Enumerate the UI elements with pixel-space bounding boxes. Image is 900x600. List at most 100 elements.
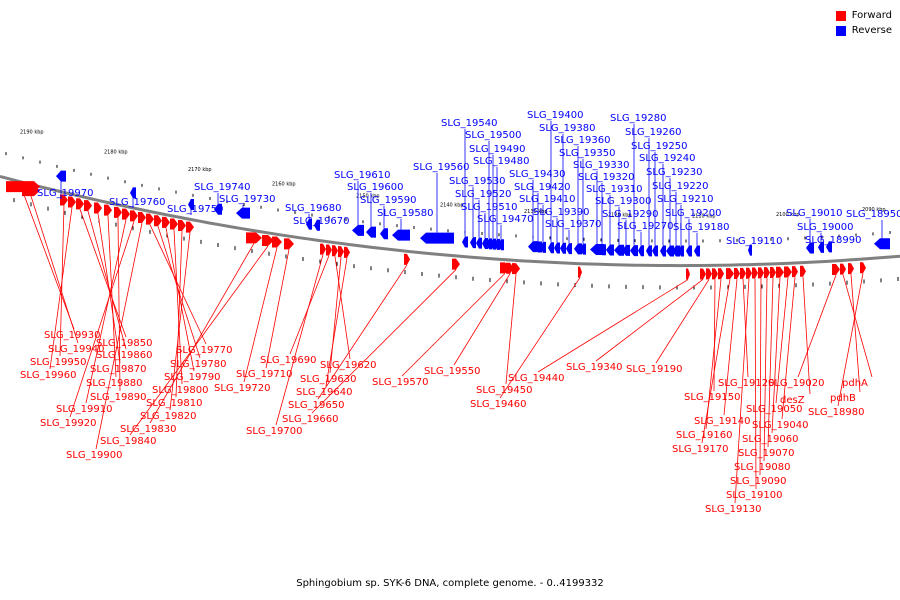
forward-gene-label[interactable]: SLG_19820: [140, 411, 196, 422]
forward-gene-label[interactable]: SLG_19140: [694, 416, 750, 427]
reverse-gene-label[interactable]: SLG_19370: [545, 219, 601, 230]
forward-gene-label[interactable]: SLG_18980: [808, 407, 864, 418]
reverse-gene-label[interactable]: SLG_19200: [665, 208, 721, 219]
reverse-gene-arrow[interactable]: [566, 243, 572, 255]
reverse-gene-label[interactable]: SLG_19490: [469, 144, 525, 155]
forward-gene-arrow[interactable]: [740, 267, 746, 279]
reverse-gene-arrow[interactable]: [686, 245, 692, 257]
forward-gene-label[interactable]: SLG_19940: [48, 344, 104, 355]
forward-gene-label[interactable]: SLG_19920: [40, 418, 96, 429]
forward-gene-label[interactable]: SLG_19340: [566, 362, 622, 373]
forward-gene-arrow[interactable]: [832, 264, 840, 276]
reverse-gene-label[interactable]: SLG_19760: [109, 197, 165, 208]
reverse-gene-label[interactable]: SLG_19520: [455, 189, 511, 200]
reverse-gene-label[interactable]: SLG_19260: [625, 127, 681, 138]
reverse-gene-arrow[interactable]: [630, 245, 638, 257]
forward-gene-label[interactable]: SLG_19170: [672, 444, 728, 455]
gene-arrows[interactable]: [6, 170, 890, 280]
forward-gene-arrow[interactable]: [452, 258, 460, 270]
forward-gene-arrow[interactable]: [746, 267, 752, 279]
reverse-gene-arrow[interactable]: [420, 232, 454, 244]
forward-gene-label[interactable]: pdhA: [842, 378, 868, 389]
reverse-gene-arrow[interactable]: [214, 203, 222, 215]
forward-gene-label[interactable]: SLG_19190: [626, 364, 682, 375]
forward-gene-label[interactable]: SLG_19950: [30, 357, 86, 368]
forward-gene-arrow[interactable]: [332, 245, 338, 257]
forward-gene-arrow[interactable]: [344, 246, 350, 258]
reverse-gene-label[interactable]: SLG_19590: [360, 195, 416, 206]
forward-gene-arrow[interactable]: [22, 185, 40, 197]
forward-gene-arrow[interactable]: [712, 268, 718, 280]
reverse-gene-label[interactable]: SLG_19740: [194, 182, 250, 193]
forward-gene-label[interactable]: SLG_19770: [176, 345, 232, 356]
forward-gene-label[interactable]: SLG_19840: [100, 436, 156, 447]
reverse-gene-arrow[interactable]: [646, 245, 652, 257]
reverse-gene-arrow[interactable]: [694, 245, 700, 257]
reverse-gene-label[interactable]: SLG_19390: [533, 207, 589, 218]
reverse-gene-arrow[interactable]: [660, 245, 666, 257]
forward-gene-label[interactable]: SLG_19810: [146, 398, 202, 409]
forward-gene-label[interactable]: SLG_19160: [676, 430, 732, 441]
forward-gene-label[interactable]: SLG_19960: [20, 370, 76, 381]
forward-gene-label[interactable]: SLG_19880: [86, 378, 142, 389]
reverse-gene-arrow[interactable]: [470, 237, 476, 249]
reverse-gene-label[interactable]: SLG_19320: [578, 172, 634, 183]
forward-gene-arrow[interactable]: [338, 246, 344, 258]
reverse-gene-arrow[interactable]: [638, 245, 644, 257]
forward-gene-arrow[interactable]: [860, 262, 866, 274]
reverse-gene-label[interactable]: SLG_19270: [617, 221, 673, 232]
reverse-gene-arrow[interactable]: [574, 243, 582, 255]
forward-gene-label[interactable]: SLG_19870: [90, 364, 146, 375]
reverse-gene-label[interactable]: SLG_19530: [449, 176, 505, 187]
reverse-gene-arrow[interactable]: [666, 245, 674, 257]
reverse-gene-label[interactable]: SLG_18950: [846, 209, 900, 220]
reverse-gene-label[interactable]: SLG_19280: [610, 113, 666, 124]
forward-gene-label[interactable]: SLG_19070: [738, 448, 794, 459]
reverse-gene-label[interactable]: SLG_19560: [413, 162, 469, 173]
reverse-gene-arrow[interactable]: [486, 238, 492, 250]
forward-gene-label[interactable]: SLG_19700: [246, 426, 302, 437]
reverse-gene-label[interactable]: SLG_19360: [554, 135, 610, 146]
forward-gene-arrow[interactable]: [848, 263, 854, 275]
reverse-gene-arrow[interactable]: [494, 238, 500, 250]
forward-gene-arrow[interactable]: [154, 215, 162, 227]
reverse-gene-arrow[interactable]: [306, 218, 312, 230]
reverse-gene-label[interactable]: SLG_19310: [586, 184, 642, 195]
forward-gene-label[interactable]: SLG_19690: [260, 355, 316, 366]
forward-gene-arrow[interactable]: [186, 221, 194, 233]
forward-gene-arrow[interactable]: [770, 266, 776, 278]
forward-gene-arrow[interactable]: [162, 216, 170, 228]
forward-gene-arrow[interactable]: [784, 266, 792, 278]
reverse-gene-arrow[interactable]: [528, 241, 538, 253]
reverse-gene-arrow[interactable]: [826, 241, 832, 253]
reverse-gene-label[interactable]: SLG_19330: [573, 160, 629, 171]
reverse-gene-arrow[interactable]: [498, 239, 504, 251]
reverse-gene-label[interactable]: SLG_19230: [646, 167, 702, 178]
reverse-gene-label[interactable]: SLG_19580: [377, 208, 433, 219]
reverse-gene-label[interactable]: SLG_19210: [657, 194, 713, 205]
forward-gene-arrow[interactable]: [104, 204, 112, 216]
reverse-gene-arrow[interactable]: [236, 207, 250, 219]
forward-gene-arrow[interactable]: [76, 198, 84, 210]
reverse-gene-label[interactable]: SLG_19750: [167, 204, 223, 215]
reverse-gene-label[interactable]: SLG_19510: [461, 202, 517, 213]
forward-gene-arrow[interactable]: [840, 263, 846, 275]
reverse-gene-label[interactable]: SLG_19000: [797, 222, 853, 233]
forward-gene-arrow[interactable]: [404, 253, 410, 265]
forward-gene-label[interactable]: SLG_19780: [170, 359, 226, 370]
forward-gene-arrow[interactable]: [130, 210, 138, 222]
reverse-gene-arrow[interactable]: [540, 241, 546, 253]
forward-gene-label[interactable]: SLG_19570: [372, 377, 428, 388]
reverse-gene-label[interactable]: SLG_19430: [509, 169, 565, 180]
reverse-gene-label[interactable]: SLG_19500: [465, 130, 521, 141]
forward-gene-label[interactable]: SLG_19020: [768, 378, 824, 389]
forward-gene-label[interactable]: SLG_19620: [320, 360, 376, 371]
forward-gene-arrow[interactable]: [752, 267, 758, 279]
reverse-gene-arrow[interactable]: [874, 238, 890, 250]
forward-gene-label[interactable]: SLG_19710: [236, 369, 292, 380]
forward-gene-arrow[interactable]: [512, 263, 520, 275]
forward-gene-arrow[interactable]: [262, 234, 274, 246]
reverse-gene-arrow[interactable]: [548, 242, 554, 254]
forward-gene-label[interactable]: SLG_19550: [424, 366, 480, 377]
forward-gene-label[interactable]: SLG_19460: [470, 399, 526, 410]
